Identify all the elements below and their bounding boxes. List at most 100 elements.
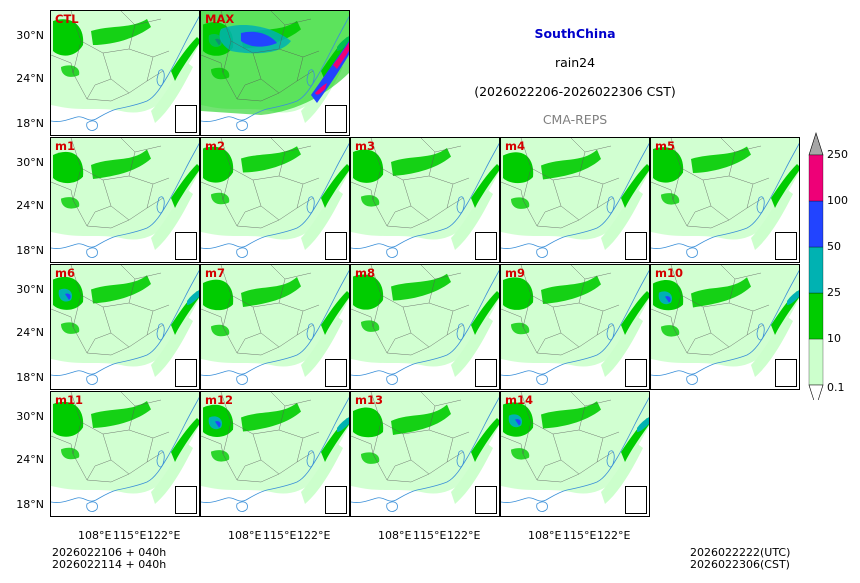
y-tick-label: 24°N	[16, 199, 44, 212]
panel-label: m13	[355, 393, 383, 407]
y-tick-label: 24°N	[16, 72, 44, 85]
y-tick-label: 24°N	[16, 326, 44, 339]
x-tick-label: 108°E	[78, 529, 112, 542]
x-tick-label: 108°E	[378, 529, 412, 542]
x-tick-label: 122°E	[297, 529, 331, 542]
colorbar-level-label: 0.1	[827, 381, 845, 394]
south-china-sea-inset	[325, 359, 347, 387]
colorbar-segment	[808, 292, 824, 340]
colorbar-segment	[808, 338, 824, 386]
panel-label: m8	[355, 266, 375, 280]
x-tick-label: 108°E	[228, 529, 262, 542]
precip-map	[201, 138, 349, 258]
panel-label: m11	[55, 393, 83, 407]
panel-label: m3	[355, 139, 375, 153]
x-tick-label: 115°E	[113, 529, 147, 542]
map-panel-m8: m8	[350, 264, 500, 390]
colorbar-over-extension	[808, 132, 824, 156]
map-panel-m6: m6	[50, 264, 200, 390]
precip-map	[51, 138, 199, 258]
south-china-sea-inset	[625, 359, 647, 387]
precip-map	[51, 265, 199, 385]
map-panel-m4: m4	[500, 137, 650, 263]
colorbar-under-extension	[808, 384, 824, 400]
panel-label: m1	[55, 139, 75, 153]
precip-map	[501, 392, 649, 512]
south-china-sea-inset	[325, 105, 347, 133]
south-china-sea-inset	[475, 486, 497, 514]
colorbar-level-label: 50	[827, 240, 841, 253]
precip-map	[351, 138, 499, 258]
map-panel-m12: m12	[200, 391, 350, 517]
map-panel-m3: m3	[350, 137, 500, 263]
map-panel-m5: m5	[650, 137, 800, 263]
panel-label: m6	[55, 266, 75, 280]
precip-map	[351, 265, 499, 385]
map-panel-m9: m9	[500, 264, 650, 390]
y-tick-label: 18°N	[16, 371, 44, 384]
colorbar-level-label: 10	[827, 332, 841, 345]
map-panel-max: MAX	[200, 10, 350, 136]
panel-label: m2	[205, 139, 225, 153]
panel-label: m14	[505, 393, 533, 407]
south-china-sea-inset	[175, 232, 197, 260]
precip-map	[651, 138, 799, 258]
x-tick-label: 115°E	[263, 529, 297, 542]
x-tick-label: 122°E	[597, 529, 631, 542]
south-china-sea-inset	[175, 359, 197, 387]
map-panel-m1: m1	[50, 137, 200, 263]
init-time-block: 2026022106 + 040h 2026022114 + 040h	[52, 547, 166, 571]
y-tick-label: 30°N	[16, 29, 44, 42]
panel-label: MAX	[205, 12, 235, 26]
precip-map	[201, 392, 349, 512]
panel-label: m12	[205, 393, 233, 407]
colorbar-segment	[808, 154, 824, 202]
colorbar-segment	[808, 200, 824, 248]
colorbar-level-label: 100	[827, 194, 848, 207]
precip-map	[201, 265, 349, 385]
panel-label: m7	[205, 266, 225, 280]
south-china-sea-inset	[175, 105, 197, 133]
y-tick-label: 30°N	[16, 156, 44, 169]
y-tick-label: 18°N	[16, 117, 44, 130]
south-china-sea-inset	[625, 486, 647, 514]
precip-map	[51, 11, 199, 131]
map-panel-m13: m13	[350, 391, 500, 517]
colorbar	[808, 132, 824, 400]
variable-title: rain24	[554, 55, 596, 70]
colorbar-level-label: 250	[827, 148, 848, 161]
y-tick-label: 30°N	[16, 283, 44, 296]
panel-label: CTL	[55, 12, 79, 26]
map-panel-m11: m11	[50, 391, 200, 517]
map-panel-m10: m10	[650, 264, 800, 390]
south-china-sea-inset	[325, 486, 347, 514]
x-tick-label: 122°E	[447, 529, 481, 542]
init-time-line-1: 2026022106 + 040h	[52, 546, 167, 559]
x-tick-label: 115°E	[413, 529, 447, 542]
valid-time-utc: 2026022222(UTC)	[690, 546, 791, 559]
valid-time-cst: 2026022306(CST)	[690, 558, 790, 571]
y-tick-label: 24°N	[16, 453, 44, 466]
x-tick-label: 108°E	[528, 529, 562, 542]
x-tick-label: 122°E	[147, 529, 181, 542]
south-china-sea-inset	[325, 232, 347, 260]
map-panel-m2: m2	[200, 137, 350, 263]
south-china-sea-inset	[625, 232, 647, 260]
valid-time-block: 2026022222(UTC) 2026022306(CST)	[690, 547, 790, 571]
south-china-sea-inset	[775, 232, 797, 260]
model-title: CMA-REPS	[542, 112, 608, 127]
init-time-line-2: 2026022114 + 040h	[52, 558, 167, 571]
precip-map	[651, 265, 799, 385]
panel-label: m4	[505, 139, 525, 153]
precip-map	[501, 265, 649, 385]
south-china-sea-inset	[475, 359, 497, 387]
panel-label: m10	[655, 266, 683, 280]
x-tick-label: 115°E	[563, 529, 597, 542]
panel-label: m5	[655, 139, 675, 153]
y-tick-label: 30°N	[16, 410, 44, 423]
precip-map	[501, 138, 649, 258]
precip-map	[51, 392, 199, 512]
south-china-sea-inset	[175, 486, 197, 514]
region-title: SouthChina	[534, 26, 616, 41]
colorbar-segment	[808, 246, 824, 294]
